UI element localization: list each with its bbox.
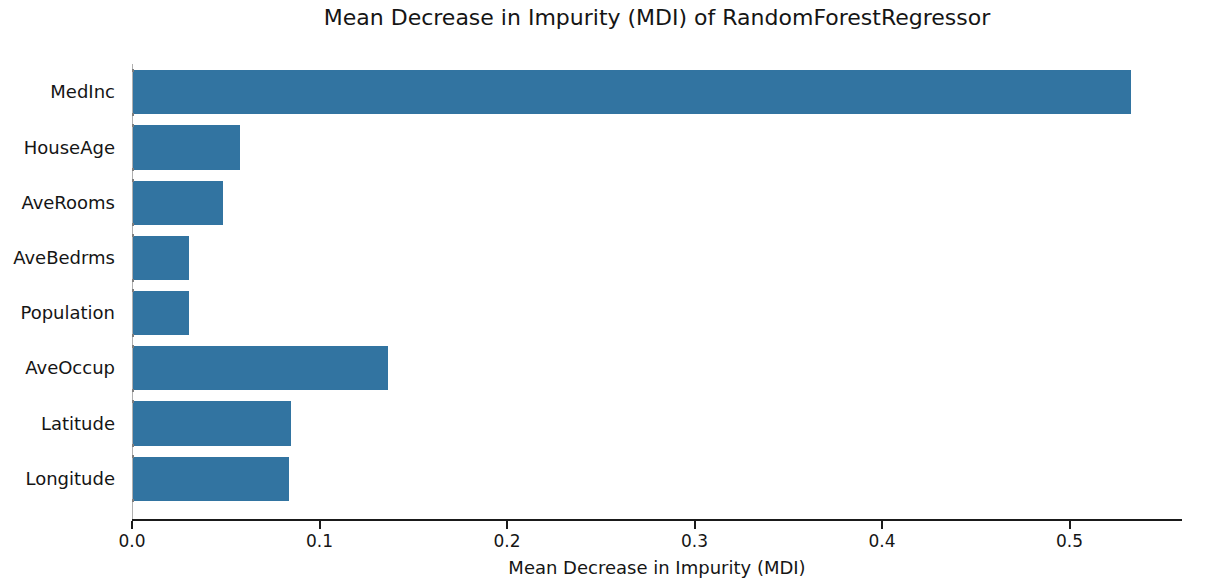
x-tick-mark-0.2: [506, 521, 508, 529]
bar-population: [133, 291, 189, 335]
bar-latitude: [133, 401, 291, 445]
bar-averooms: [133, 181, 223, 225]
x-tick-label-0.5: 0.5: [1040, 531, 1100, 551]
y-tick-label-avebedrms: AveBedrms: [0, 246, 115, 270]
y-tick-label-aveoccup: AveOccup: [0, 356, 115, 380]
y-spine-tick-mark: [132, 499, 134, 502]
x-tick-label-0.2: 0.2: [477, 531, 537, 551]
y-spine-tick-mark: [132, 124, 134, 127]
x-tick-mark-0.4: [881, 521, 883, 529]
x-tick-label-0.3: 0.3: [665, 531, 725, 551]
plot-area: [132, 64, 1182, 520]
x-tick-mark-0.1: [319, 521, 321, 529]
x-tick-label-0.0: 0.0: [102, 531, 162, 551]
bar-longitude: [133, 457, 289, 501]
x-tick-label-0.1: 0.1: [290, 531, 350, 551]
y-spine-tick-mark: [132, 444, 134, 447]
y-tick-label-population: Population: [0, 301, 115, 325]
bar-avebedrms: [133, 236, 189, 280]
y-tick-label-houseage: HouseAge: [0, 136, 115, 160]
y-spine-tick-mark: [132, 389, 134, 392]
y-spine-tick-mark: [132, 455, 134, 458]
y-tick-label-averooms: AveRooms: [0, 191, 115, 215]
y-spine-tick-mark: [132, 69, 134, 72]
y-spine-tick-mark: [132, 345, 134, 348]
y-spine-tick-mark: [132, 223, 134, 226]
bar-medinc: [133, 70, 1131, 114]
x-tick-label-0.4: 0.4: [852, 531, 912, 551]
y-spine-tick-mark: [132, 400, 134, 403]
x-axis-line: [132, 519, 1182, 521]
x-tick-mark-0.5: [1069, 521, 1071, 529]
y-spine-tick-mark: [132, 113, 134, 116]
figure-root: Mean Decrease in Impurity (MDI) of Rando…: [0, 0, 1210, 587]
y-spine-tick-mark: [132, 234, 134, 237]
x-axis-label: Mean Decrease in Impurity (MDI): [132, 556, 1182, 580]
y-tick-label-latitude: Latitude: [0, 412, 115, 436]
y-spine-tick-mark: [132, 334, 134, 337]
y-spine-tick-mark: [132, 289, 134, 292]
y-spine-tick-mark: [132, 179, 134, 182]
x-tick-mark-0.0: [131, 521, 133, 529]
y-spine-tick-mark: [132, 168, 134, 171]
bar-aveoccup: [133, 346, 388, 390]
y-tick-label-medinc: MedInc: [0, 80, 115, 104]
bar-houseage: [133, 125, 240, 169]
y-spine-tick-mark: [132, 279, 134, 282]
chart-title: Mean Decrease in Impurity (MDI) of Rando…: [132, 4, 1182, 32]
x-tick-mark-0.3: [694, 521, 696, 529]
y-tick-label-longitude: Longitude: [0, 467, 115, 491]
